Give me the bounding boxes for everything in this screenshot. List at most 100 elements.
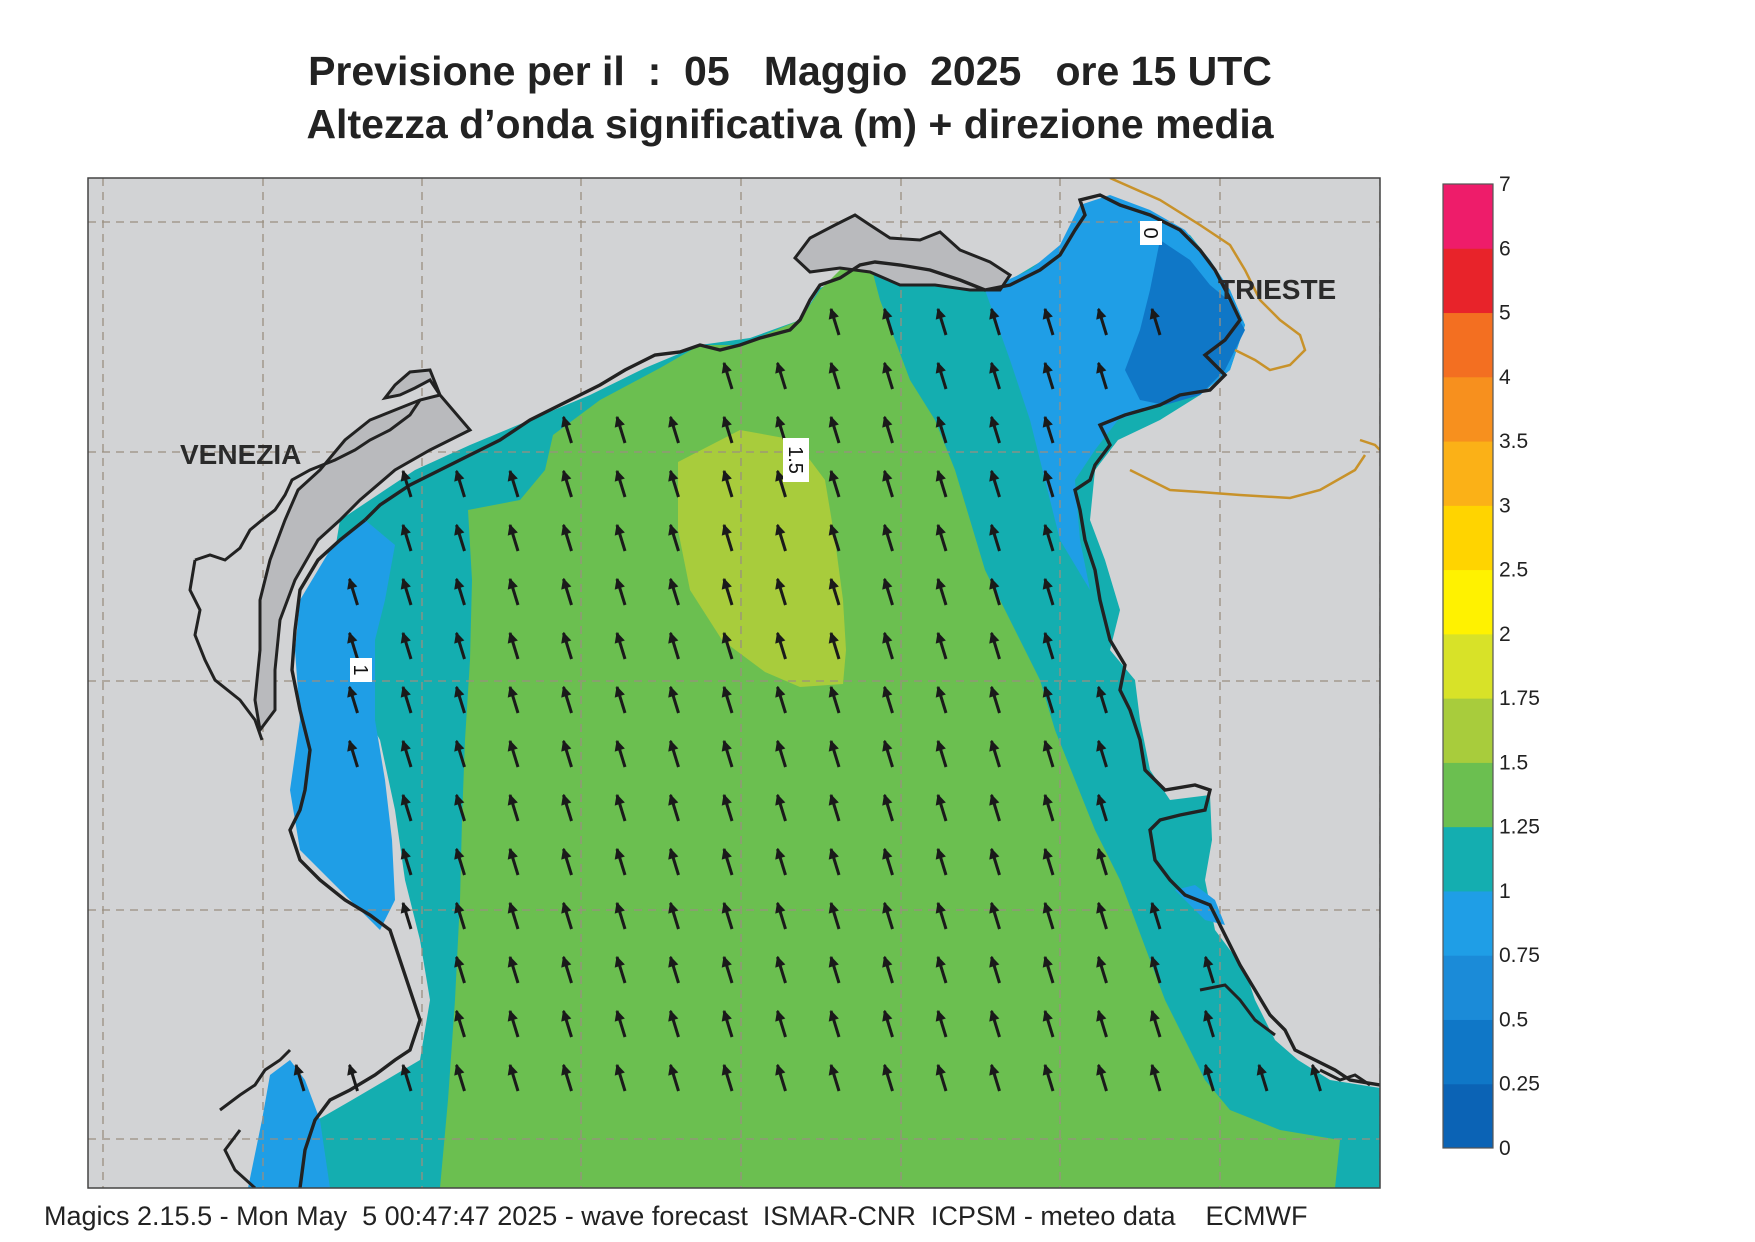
map-area [88, 178, 1380, 1188]
arrow-head [668, 1009, 679, 1022]
arrow-head [1042, 307, 1053, 320]
arrow-head [561, 469, 572, 482]
arrow-head [775, 685, 786, 698]
colorbar-tick-label: 2.5 [1499, 559, 1528, 582]
arrow-head [721, 631, 732, 644]
arrow-head [668, 739, 679, 752]
arrow-head [561, 847, 572, 860]
arrow-head [935, 577, 946, 590]
arrow-head [828, 1009, 839, 1022]
arrow-head [668, 415, 679, 428]
arrow-head [1042, 469, 1053, 482]
arrow-head [1149, 307, 1160, 320]
arrow-head [668, 1063, 679, 1076]
arrow-head [454, 955, 465, 968]
arrow-head [614, 955, 625, 968]
colorbar-tick-label: 4 [1499, 366, 1511, 389]
city-label-trieste: TRIESTE [1218, 274, 1336, 305]
arrow-head [614, 685, 625, 698]
arrow-head [935, 1063, 946, 1076]
istria-coast-detail [1199, 983, 1371, 1087]
arrow-head [507, 1063, 518, 1076]
forecast-title: Previsione per il : 05 Maggio 2025 ore 1… [308, 48, 1272, 94]
arrow-head [668, 469, 679, 482]
arrow-head [721, 1009, 732, 1022]
arrow-head [989, 955, 1000, 968]
arrow-head [347, 631, 358, 644]
lagoon-venezia [253, 368, 473, 734]
arrow-head [1096, 1063, 1107, 1076]
arrow-head [668, 685, 679, 698]
arrow-head [721, 1063, 732, 1076]
arrow-head [1096, 793, 1107, 806]
colorbar-tick-label: 1.75 [1499, 687, 1540, 710]
colorbar-swatch [1443, 762, 1493, 828]
arrow-head [454, 469, 465, 482]
sea-zone-southwest-blue [248, 1060, 330, 1188]
arrow-head [775, 1009, 786, 1022]
arrow-head [882, 955, 893, 968]
colorbar-swatch [1443, 1083, 1493, 1149]
colorbar-tick-label: 7 [1499, 173, 1511, 196]
arrow-head [507, 577, 518, 590]
arrow-head [561, 739, 572, 752]
arrow-head [1203, 1063, 1214, 1076]
arrow-head [614, 1009, 625, 1022]
arrow-head [828, 685, 839, 698]
arrow-head [668, 901, 679, 914]
arrow-head [1042, 847, 1053, 860]
colorbar-swatch [1443, 633, 1493, 699]
city-label-venezia: VENEZIA [180, 439, 301, 470]
colorbar-tick-label: 1.25 [1499, 816, 1540, 839]
colorbar-tick-label: 3.5 [1499, 430, 1528, 453]
arrow-head [882, 469, 893, 482]
arrow-head [882, 1063, 893, 1076]
arrow-head [507, 523, 518, 536]
border-line [1109, 178, 1380, 500]
arrow-head [882, 307, 893, 320]
arrow-head [775, 361, 786, 374]
arrow-head [400, 847, 411, 860]
arrow-head [721, 361, 732, 374]
arrow-head [400, 1063, 411, 1076]
arrow-head [721, 415, 732, 428]
arrow-head [400, 523, 411, 536]
arrow-head [989, 1009, 1000, 1022]
arrow-head [507, 631, 518, 644]
arrow-head [775, 955, 786, 968]
contour-label-0: 0 [1139, 221, 1162, 245]
arrow-head [400, 469, 411, 482]
arrow-head [775, 631, 786, 644]
arrow-head [454, 1063, 465, 1076]
arrow-head [775, 577, 786, 590]
arrow-head [1149, 901, 1160, 914]
arrow-head [400, 577, 411, 590]
arrow-head [1096, 901, 1107, 914]
arrow-head [507, 901, 518, 914]
arrow-head [347, 577, 358, 590]
arrow-head [1310, 1063, 1321, 1076]
arrow-head [828, 577, 839, 590]
arrow-head [1149, 1009, 1160, 1022]
arrow-head [882, 631, 893, 644]
arrow-head [614, 577, 625, 590]
colorbar-tick-label: 0.75 [1499, 944, 1540, 967]
arrow-head [989, 307, 1000, 320]
arrow-head [1042, 415, 1053, 428]
colorbar-tick-label: 2 [1499, 623, 1511, 646]
arrow-head [828, 361, 839, 374]
colorbar-tick-label: 0.25 [1499, 1073, 1540, 1096]
arrow-head [1096, 361, 1107, 374]
colorbar-swatch [1443, 890, 1493, 956]
arrow-head [614, 901, 625, 914]
land-grado [792, 213, 1013, 292]
arrow-head [561, 685, 572, 698]
arrow-head [935, 469, 946, 482]
arrow-head [668, 631, 679, 644]
arrow-head [454, 631, 465, 644]
arrow-head [561, 793, 572, 806]
svg-text:1: 1 [349, 664, 371, 675]
arrow-head [1096, 739, 1107, 752]
arrow-head [935, 739, 946, 752]
arrow-head [935, 955, 946, 968]
